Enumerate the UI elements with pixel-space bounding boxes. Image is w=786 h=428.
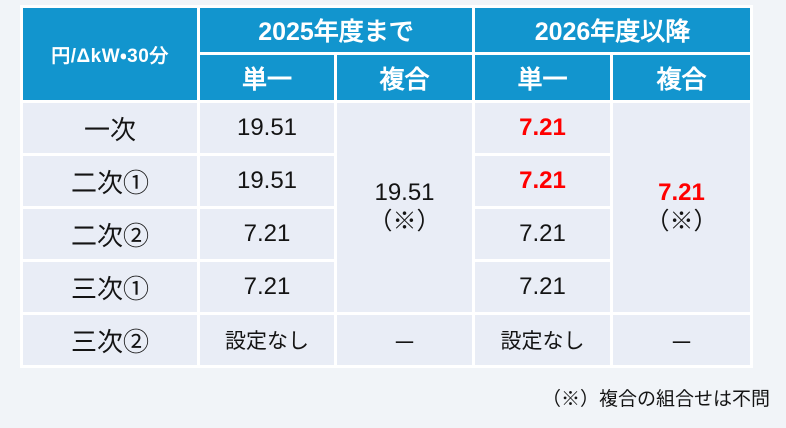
- subheader-2025-single: 単一: [197, 52, 337, 103]
- value-2026-single: 設定なし: [472, 312, 613, 368]
- value-2026-composite: －: [610, 312, 753, 368]
- value-2025-single: 7.21: [197, 259, 337, 315]
- unit-label-cell: 円/ΔkW・30分: [20, 5, 200, 103]
- value-2025-single: 19.51: [197, 100, 337, 156]
- value-2025-single: 設定なし: [197, 312, 337, 368]
- row-label: 一次: [20, 100, 200, 156]
- subheader-2026-composite: 複合: [610, 52, 753, 103]
- header-row-subcolumns: 単一 複合 単一 複合: [22, 52, 753, 103]
- value-2026-single: 7.21: [472, 259, 613, 315]
- table-row-secondary-1: 二次① 19.51 7.21: [20, 153, 752, 209]
- header-row-groups: 円/ΔkW・30分 2025年度まで 2026年度以降: [20, 5, 753, 103]
- price-table-header: 円/ΔkW・30分 2025年度まで 2026年度以降 単一 複合 単一 複合: [20, 5, 753, 103]
- row-label: 三次①: [20, 259, 200, 315]
- row-label: 二次①: [20, 153, 200, 209]
- col-group-2026: 2026年度以降: [472, 5, 753, 55]
- price-table: 円/ΔkW・30分 2025年度まで 2026年度以降 単一 複合 単一 複合 …: [20, 5, 753, 368]
- merged-value: 7.21: [658, 178, 705, 206]
- value-2026-single: 7.21: [472, 206, 613, 262]
- row-label: 二次②: [20, 206, 200, 262]
- value-2026-single: 7.21: [472, 100, 613, 156]
- merged-value: 19.51: [374, 178, 435, 206]
- price-table-body: 一次 19.51 19.51 （※） 7.21 7.21 （※） 二次① 19.…: [20, 100, 753, 368]
- value-2025-single: 7.21: [197, 206, 337, 262]
- merged-note: （※）: [368, 207, 441, 235]
- merged-note: （※）: [645, 207, 718, 235]
- value-2025-composite: －: [334, 312, 475, 368]
- table-row-primary: 一次 19.51 19.51 （※） 7.21 7.21 （※）: [20, 100, 753, 315]
- subheader-2026-single: 単一: [472, 52, 613, 103]
- value-2025-single: 19.51: [197, 153, 337, 209]
- value-2026-single: 7.21: [472, 153, 613, 209]
- table-row-secondary-2: 二次② 7.21 7.21: [20, 206, 752, 262]
- footnote: （※）複合の組合せは不問: [541, 389, 770, 410]
- table-row-tertiary-2: 三次② 設定なし － 設定なし －: [20, 312, 753, 368]
- table-row-tertiary-1: 三次① 7.21 7.21: [20, 259, 752, 315]
- merged-2025-composite-cell: 19.51 （※）: [334, 100, 475, 315]
- col-group-2025: 2025年度まで: [197, 5, 475, 55]
- subheader-2025-composite: 複合: [334, 52, 475, 103]
- merged-2026-composite-cell: 7.21 （※）: [610, 100, 753, 315]
- row-label: 三次②: [20, 312, 200, 368]
